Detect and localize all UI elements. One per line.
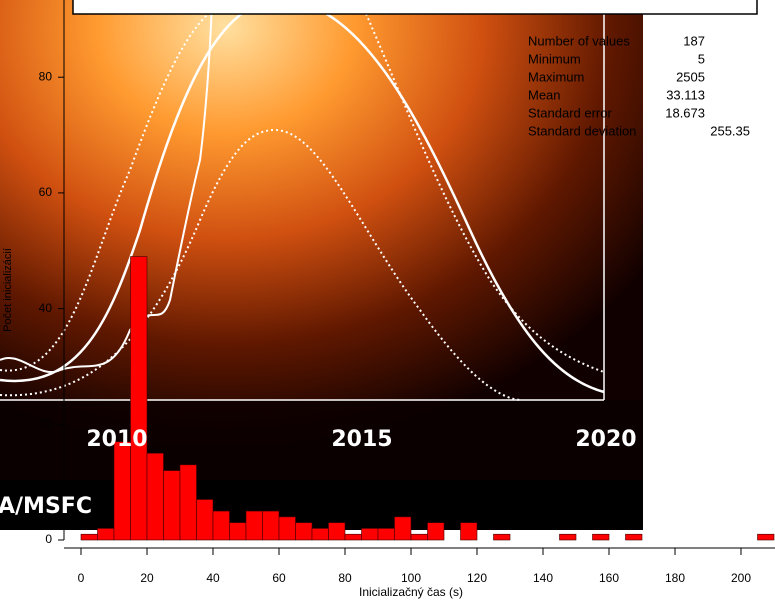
bar bbox=[344, 533, 362, 541]
x-tick-label: 80 bbox=[338, 571, 352, 585]
x-tick-label: 180 bbox=[665, 571, 685, 585]
bar bbox=[559, 533, 577, 541]
stat-label: Standard deviation bbox=[528, 123, 636, 138]
y-tick-label: 60 bbox=[39, 185, 53, 199]
x-tick-label: 140 bbox=[533, 571, 553, 585]
stat-label: Minimum bbox=[528, 51, 581, 66]
stat-value: 2505 bbox=[676, 69, 705, 84]
bar bbox=[262, 510, 280, 541]
stat-label: Number of values bbox=[528, 33, 630, 48]
bar bbox=[328, 522, 346, 541]
stat-value: 5 bbox=[698, 51, 705, 66]
bar bbox=[130, 256, 148, 541]
bar bbox=[361, 528, 379, 541]
y-axis-label: Počet inicializácií bbox=[2, 248, 14, 332]
bar bbox=[80, 533, 98, 541]
bar bbox=[113, 441, 131, 541]
bar bbox=[394, 516, 412, 541]
stat-label: Maximum bbox=[528, 69, 584, 84]
image-label: A/MSFC bbox=[0, 494, 92, 519]
bar bbox=[493, 533, 511, 541]
y-tick-label: 40 bbox=[39, 301, 53, 315]
stat-value: 255.35 bbox=[710, 123, 750, 138]
x-tick-label: 200 bbox=[731, 571, 751, 585]
image-label: 2020 bbox=[575, 427, 636, 452]
background-image bbox=[0, 0, 643, 530]
bar bbox=[163, 470, 181, 541]
x-tick-label: 0 bbox=[78, 571, 85, 585]
stat-value: 187 bbox=[683, 33, 705, 48]
bar bbox=[196, 499, 214, 541]
bar bbox=[146, 452, 164, 541]
bar bbox=[410, 533, 428, 541]
overlay-box bbox=[72, 0, 758, 15]
stat-label: Mean bbox=[528, 87, 561, 102]
bar bbox=[625, 533, 643, 541]
bar bbox=[377, 528, 395, 541]
bar bbox=[757, 533, 775, 541]
x-tick-label: 40 bbox=[206, 571, 220, 585]
bar bbox=[179, 464, 197, 541]
image-label: 2010 bbox=[86, 427, 147, 452]
x-tick-label: 60 bbox=[272, 571, 286, 585]
stat-value: 18.673 bbox=[665, 105, 705, 120]
y-tick-label: 0 bbox=[45, 532, 52, 546]
bar bbox=[245, 510, 263, 541]
bar bbox=[278, 516, 296, 541]
bar bbox=[311, 528, 329, 541]
image-label: 2015 bbox=[331, 427, 392, 452]
y-tick-label: 20 bbox=[39, 416, 53, 430]
bar bbox=[295, 522, 313, 541]
y-tick-label: 80 bbox=[39, 69, 53, 83]
stat-value: 33.113 bbox=[666, 87, 705, 102]
bar bbox=[212, 510, 230, 541]
bar bbox=[427, 522, 445, 541]
x-tick-label: 160 bbox=[599, 571, 619, 585]
bar bbox=[97, 528, 115, 541]
x-tick-label: 20 bbox=[140, 571, 154, 585]
bar bbox=[229, 522, 247, 541]
bar bbox=[592, 533, 610, 541]
x-axis-label: Inicializačný čas (s) bbox=[359, 585, 463, 599]
stat-label: Standard error bbox=[528, 105, 612, 120]
x-tick-label: 120 bbox=[467, 571, 487, 585]
bar bbox=[460, 522, 478, 541]
x-tick-label: 100 bbox=[401, 571, 421, 585]
